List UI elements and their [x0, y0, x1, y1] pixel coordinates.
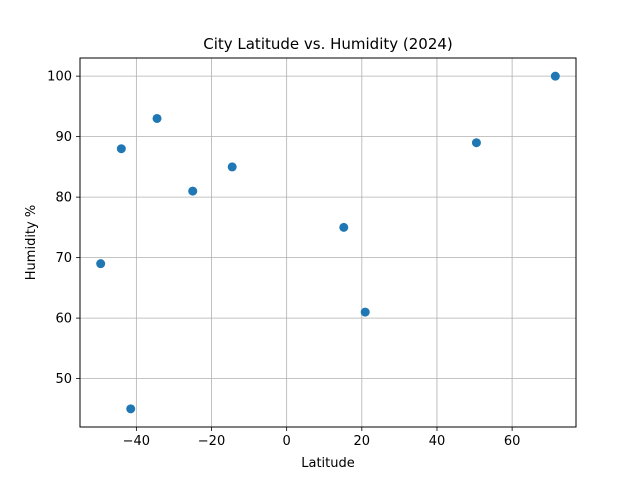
y-axis-label: Humidity % [24, 205, 39, 280]
x-tick-label: 60 [504, 434, 521, 449]
data-point [126, 404, 136, 414]
data-point [96, 259, 106, 269]
data-point [471, 138, 481, 148]
y-tick-label: 50 [55, 372, 72, 387]
data-point [152, 113, 162, 123]
x-tick-label: −20 [198, 434, 225, 449]
data-points [96, 71, 560, 414]
y-tick-label: 80 [55, 191, 72, 206]
x-tick-label: 20 [354, 434, 371, 449]
y-tick-label: 90 [55, 130, 72, 145]
plot-frame [79, 57, 577, 428]
data-point [227, 162, 237, 172]
y-tick-label: 100 [47, 70, 72, 85]
data-point [339, 222, 349, 232]
x-tick-label: 0 [283, 434, 291, 449]
axis-ticks: −40 −20 0 20 40 60 50 60 70 80 90 100 [47, 70, 520, 449]
chart-title: City Latitude vs. Humidity (2024) [203, 35, 453, 53]
x-tick-label: 40 [429, 434, 446, 449]
y-tick-label: 60 [55, 312, 72, 327]
gridlines [80, 58, 576, 427]
data-point [188, 186, 198, 196]
data-point [360, 307, 370, 317]
x-tick-label: −40 [123, 434, 150, 449]
y-tick-label: 70 [55, 251, 72, 266]
x-axis-label: Latitude [301, 456, 355, 471]
data-point [116, 144, 126, 154]
data-point [550, 71, 560, 81]
